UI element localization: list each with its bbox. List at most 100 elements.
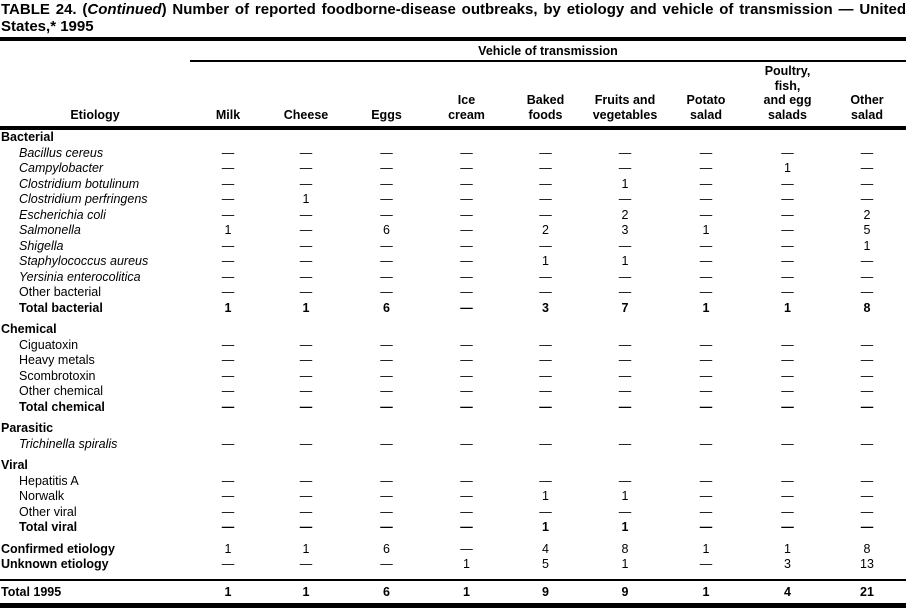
value-cell: — [860,399,874,414]
value-cell [747,316,828,338]
value-cell: — [618,473,632,488]
value-cell: — [380,285,393,299]
etiology-label: Salmonella [19,223,81,237]
value-cell [506,128,585,146]
value-cell: — [460,238,473,253]
value-cell: — [539,285,552,299]
value-cell: 5 [863,223,871,237]
value-cell: — [539,368,552,383]
value-cell: — [860,384,874,398]
value-cell: — [618,399,632,414]
etiology-label: Bacillus cereus [19,145,104,160]
etiology-label: Total bacterial [19,300,103,315]
value-cell [665,415,747,437]
value-cell: — [618,161,632,175]
value-cell: — [781,145,794,160]
value-cell: — [299,353,313,367]
value-cell: — [299,368,313,383]
value-cell: — [618,269,632,284]
column-header: Ice cream [448,93,485,122]
value-cell: — [380,176,393,191]
value-cell: — [380,504,393,519]
value-cell: — [221,285,235,299]
value-cell: 4 [542,541,549,556]
value-cell: 6 [346,578,427,606]
table-row: Yersinia enterocolitica — — — — — — — — — [0,270,906,286]
table-title-continued: Continued [87,1,162,18]
value-cell: — [618,504,632,519]
value-cell: 8 [621,541,629,556]
value-cell: — [380,337,393,352]
value-cell: 1 [302,541,310,556]
value-cell: 1 [224,541,232,556]
column-header: Eggs [371,107,402,122]
footnote: * Includes Guam, Puerto Rico, and the U.… [0,608,906,613]
value-cell: — [699,384,713,398]
value-cell: — [699,337,713,352]
value-cell: 1 [542,489,549,503]
value-cell [346,316,427,338]
corner-cell [0,39,190,61]
value-cell: — [539,436,552,451]
value-cell: 3 [784,557,791,571]
value-cell: — [221,436,235,451]
value-cell: — [221,161,235,175]
etiology-label: Total viral [19,520,78,534]
value-cell: 1 [542,520,549,534]
value-cell: — [460,145,473,160]
value-cell [427,128,506,146]
value-cell: — [781,399,794,414]
value-cell: — [860,368,874,383]
value-cell: — [781,337,794,352]
etiology-label: Clostridium perfringens [19,192,148,206]
value-cell: — [299,269,313,284]
value-cell: — [618,353,632,367]
value-cell: 9 [506,578,585,606]
value-cell: — [860,520,874,534]
value-cell [266,415,346,437]
etiology-label: Scombrotoxin [19,368,96,383]
value-cell: 6 [383,541,390,556]
value-cell: 1 [463,557,470,571]
etiology-label: Clostridium botulinum [19,176,140,191]
value-cell: — [539,161,552,175]
table-row: Confirmed etiology 1 1 6 — 4 8 1 1 8 [0,536,906,558]
value-cell: — [299,473,313,488]
value-cell: — [781,353,794,367]
value-cell [346,415,427,437]
value-cell [266,316,346,338]
value-cell: — [699,145,713,160]
table-title-suffix: ) Number of reported foodborne-disease o… [1,1,906,35]
value-cell: 3 [621,223,629,237]
value-cell [828,128,906,146]
value-cell: — [781,384,794,398]
value-cell: — [618,238,632,253]
etiology-column-header: Etiology [70,107,120,122]
value-cell: — [539,176,552,191]
value-cell: 9 [585,578,665,606]
value-cell [665,128,747,146]
etiology-label: Escherichia coli [19,207,106,222]
value-cell: — [781,285,794,299]
value-cell: — [460,254,473,268]
value-cell: 2 [542,223,549,237]
value-cell: — [539,504,552,519]
value-cell: — [380,353,393,367]
value-cell: — [299,145,313,160]
value-cell [427,452,506,474]
value-cell: — [299,176,313,191]
table-row: Other chemical — — — — — — — — — [0,384,906,400]
value-cell: — [221,489,235,503]
value-cell [190,452,266,474]
etiology-label: Hepatitis A [19,473,79,488]
value-cell: — [299,207,313,222]
value-cell: — [860,269,874,284]
value-cell: — [781,368,794,383]
value-cell: — [618,384,632,398]
value-cell: — [460,473,473,488]
value-cell: 1 [542,254,549,268]
value-cell: — [299,384,313,398]
value-cell: — [860,285,874,299]
value-cell: 6 [383,223,390,237]
value-cell: 1 [302,192,310,206]
